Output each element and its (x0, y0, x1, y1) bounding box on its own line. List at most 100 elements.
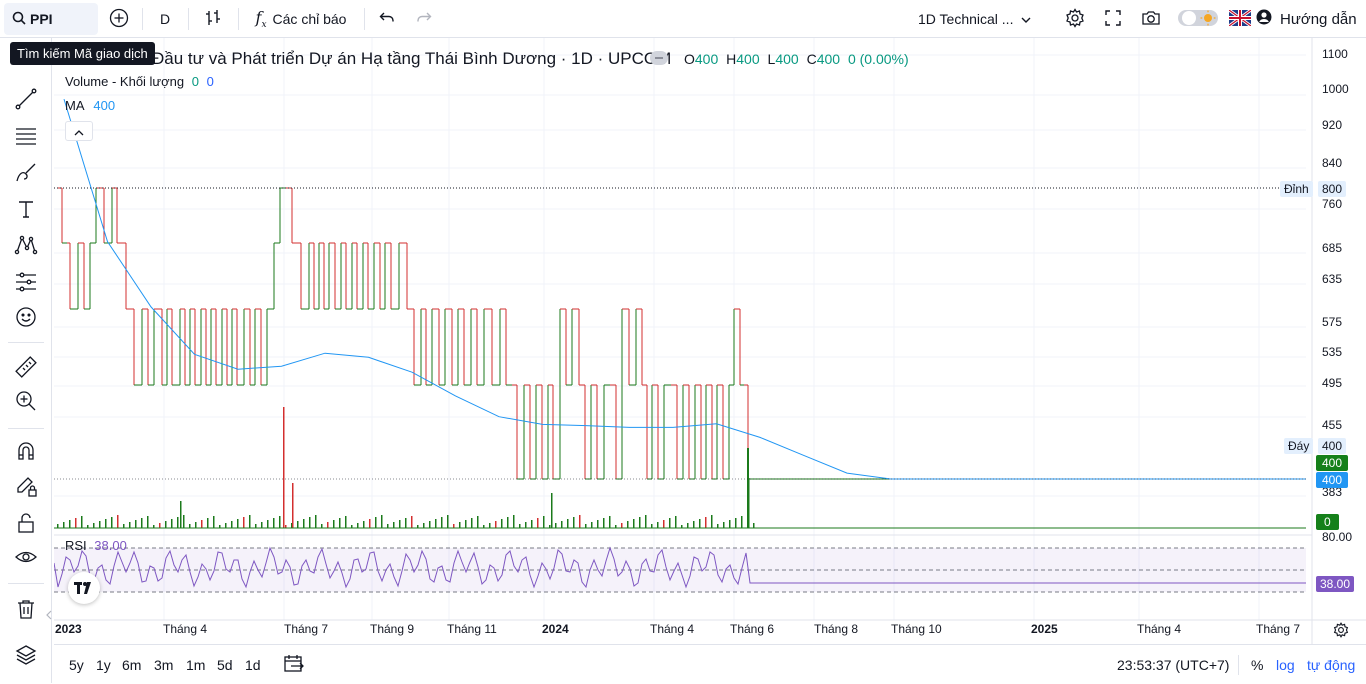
trend-line-tool[interactable] (12, 86, 40, 114)
time-axis-label: Tháng 11 (447, 622, 497, 636)
fullscreen-button[interactable] (1100, 0, 1126, 38)
range-button-3m[interactable]: 3m (154, 656, 174, 673)
pattern-tool[interactable] (12, 232, 40, 260)
time-axis-label: Tháng 6 (730, 622, 775, 636)
volume-bar (111, 517, 113, 528)
time-axis-label: Tháng 7 (284, 622, 329, 636)
prediction-tool[interactable] (12, 269, 40, 297)
range-button-5y[interactable]: 5y (69, 656, 84, 673)
lock-drawings-mode-tool[interactable] (12, 473, 40, 501)
language-button[interactable] (1228, 0, 1252, 38)
chart-settings-button[interactable] (1333, 622, 1349, 641)
close-value: 400 (816, 51, 841, 67)
collapse-toolbar-arrow[interactable] (46, 608, 52, 623)
text-tool[interactable] (12, 196, 40, 224)
price-axis-label: 635 (1322, 272, 1343, 286)
volume-bar (609, 516, 611, 528)
range-button-1d[interactable]: 1d (245, 656, 261, 673)
hide-drawings-tool[interactable] (12, 544, 40, 572)
line-tool-icon (14, 87, 38, 114)
price-axis-label: 495 (1322, 376, 1343, 390)
settings-button[interactable] (1062, 0, 1088, 38)
icons-tool[interactable] (12, 304, 40, 332)
volume-bar (543, 516, 545, 528)
magnet-tool[interactable] (12, 438, 40, 466)
redo-button[interactable] (411, 0, 437, 38)
volume-bar (249, 515, 251, 528)
symbol-search-button[interactable]: PPI (4, 3, 98, 35)
volume-bar (333, 520, 335, 528)
ma-legend-value: 400 (93, 98, 116, 113)
range-button-5d[interactable]: 5d (217, 656, 233, 673)
drawing-toolbar (0, 38, 52, 683)
zoom-in-tool[interactable] (12, 388, 40, 416)
last-price-tag: 400 (1316, 455, 1349, 471)
theme-toggle-icon (1177, 8, 1219, 31)
volume-bar (585, 524, 587, 528)
volume-bar (327, 522, 329, 528)
volume-bar (495, 521, 497, 528)
compare-add-button[interactable] (106, 0, 132, 38)
time-axis-label: Tháng 9 (370, 622, 415, 636)
volume-bar (279, 516, 281, 528)
forecast-icon (14, 270, 38, 297)
range-button-1m[interactable]: 1m (186, 656, 206, 673)
horizontal-lines-tool[interactable] (12, 123, 40, 151)
volume-bar (171, 519, 173, 528)
chart-type-button[interactable] (200, 0, 226, 38)
volume-bar (243, 517, 245, 528)
layout-dropdown[interactable]: 1D Technical ... (918, 0, 1048, 38)
ruler-icon (14, 355, 38, 382)
indicators-button[interactable]: fx Các chỉ báo (248, 0, 354, 38)
date-range-button[interactable] (283, 645, 305, 684)
time-axis-label: Tháng 4 (1137, 622, 1182, 636)
screenshot-button[interactable] (1138, 0, 1164, 38)
top-toolbar: PPI D fx Các chỉ báo 1D Technical ... (0, 0, 1366, 38)
time-axis-label: 2025 (1031, 622, 1058, 636)
change-value: 0 (0.00%) (847, 51, 909, 67)
close-label: C (806, 51, 817, 67)
time-axis-label: Tháng 4 (650, 622, 695, 636)
chart-area[interactable] (53, 38, 1366, 644)
interval-button[interactable]: D (159, 11, 171, 27)
range-button-6m[interactable]: 6m (122, 656, 142, 673)
undo-icon (378, 9, 396, 30)
price-chart-canvas[interactable] (53, 38, 1366, 644)
range-button-1y[interactable]: 1y (96, 656, 111, 673)
measure-tool[interactable] (12, 354, 40, 382)
volume-bar (321, 524, 323, 528)
brush-tool[interactable] (12, 160, 40, 188)
volume-bar (465, 520, 467, 528)
guide-button[interactable]: Hướng dẫn (1256, 0, 1362, 38)
text-icon (14, 197, 38, 224)
volume-bar (735, 518, 737, 528)
legend-menu-button[interactable] (650, 51, 668, 68)
open-label: O (684, 51, 695, 67)
undo-button[interactable] (374, 0, 400, 38)
volume-bar (105, 519, 107, 528)
remove-drawings-tool[interactable] (12, 596, 40, 624)
low-tag-label: Đáy (1284, 438, 1314, 454)
tradingview-logo[interactable] (68, 572, 100, 604)
volume-bar (69, 520, 71, 528)
legend-collapse-button[interactable] (65, 121, 93, 141)
log-toggle[interactable]: log (1276, 656, 1295, 673)
lock-all-tool[interactable] (12, 510, 40, 538)
auto-toggle[interactable]: tự động (1307, 656, 1356, 673)
volume-bar (717, 524, 719, 528)
volume-bar (579, 515, 581, 528)
object-tree-tool[interactable] (12, 642, 40, 670)
volume-bar (180, 501, 182, 528)
price-axis-label: 685 (1322, 241, 1343, 255)
volume-bar (447, 515, 449, 528)
theme-toggle[interactable] (1176, 0, 1220, 38)
volume-bar (525, 522, 527, 528)
clock-readout[interactable]: 23:53:37 (UTC+7) (1117, 656, 1230, 673)
volume-bar (57, 524, 59, 528)
volume-bar (519, 524, 521, 528)
percent-toggle[interactable]: % (1251, 656, 1264, 673)
volume-bar (273, 518, 275, 528)
volume-bar (411, 516, 413, 528)
volume-bar (315, 515, 317, 528)
user-icon (1256, 9, 1272, 29)
